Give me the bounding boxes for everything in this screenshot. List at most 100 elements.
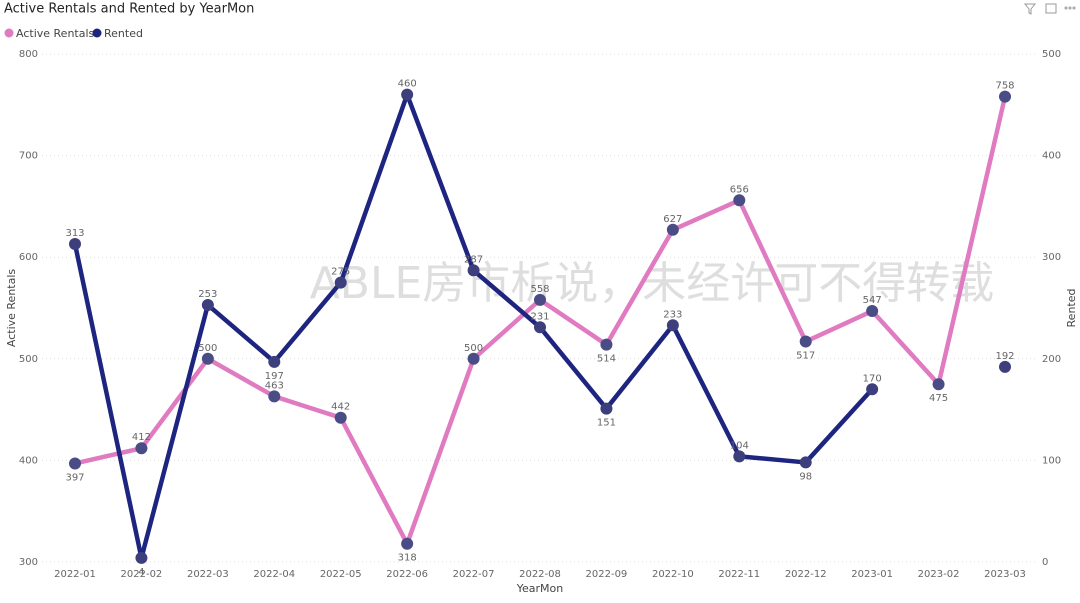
chart-title: Active Rentals and Rented by YearMon xyxy=(4,2,254,17)
x-tick-label: 2023-03 xyxy=(984,569,1026,580)
y2-tick-label: 500 xyxy=(1042,49,1061,60)
data-point xyxy=(866,305,879,318)
y-tick-label: 700 xyxy=(19,151,38,162)
header-icons xyxy=(1023,3,1076,15)
y2-tick-label: 300 xyxy=(1042,252,1061,263)
data-point xyxy=(334,276,347,289)
data-point xyxy=(135,551,148,564)
x-tick-label: 2022-07 xyxy=(453,569,495,580)
y-tick-label: 800 xyxy=(19,49,38,60)
x-tick-label: 2022-10 xyxy=(652,569,694,580)
data-point xyxy=(69,237,81,250)
data-label: 460 xyxy=(398,79,417,90)
data-point xyxy=(600,402,613,415)
data-label: 558 xyxy=(530,284,549,295)
x-tick-label: 2022-01 xyxy=(54,569,96,580)
data-point xyxy=(733,450,746,463)
data-point xyxy=(932,378,945,391)
x-tick-label: 2023-02 xyxy=(918,569,960,580)
data-label: 4 xyxy=(138,567,144,578)
x-tick-label: 2022-04 xyxy=(253,569,295,580)
data-point xyxy=(201,352,214,365)
filter-icon[interactable] xyxy=(1023,3,1037,15)
legend-label: Active Rentals xyxy=(16,27,95,40)
more-icon[interactable] xyxy=(1064,6,1068,10)
data-label: 514 xyxy=(597,354,616,365)
data-point xyxy=(534,293,546,306)
legend-swatch xyxy=(92,28,102,38)
y2-axis-title: Rented xyxy=(1065,289,1078,328)
data-point xyxy=(401,537,414,550)
data-label: 547 xyxy=(863,295,882,306)
data-point xyxy=(69,457,81,470)
data-label: 192 xyxy=(995,351,1014,362)
x-tick-label: 2022-12 xyxy=(785,569,827,580)
more-icon[interactable] xyxy=(1072,6,1076,10)
y2-tick-label: 200 xyxy=(1042,354,1061,365)
data-point xyxy=(467,264,480,277)
y2-tick-label: 0 xyxy=(1042,557,1048,568)
data-point xyxy=(799,335,812,348)
data-label: 500 xyxy=(198,343,217,354)
data-label: 104 xyxy=(730,440,749,451)
x-tick-label: 2022-02 xyxy=(121,569,163,580)
y-axis-title: Active Rentals xyxy=(5,269,18,348)
data-label: 318 xyxy=(398,553,417,564)
y-tick-label: 500 xyxy=(19,354,38,365)
legend-swatch xyxy=(4,28,14,38)
y-tick-label: 600 xyxy=(19,252,38,263)
data-point xyxy=(666,319,679,332)
data-point xyxy=(666,223,679,236)
data-label: 475 xyxy=(929,393,948,404)
data-label: 412 xyxy=(132,432,151,443)
y2-tick-label: 100 xyxy=(1042,455,1061,466)
x-tick-label: 2022-03 xyxy=(187,569,229,580)
data-label: 627 xyxy=(663,214,682,225)
x-tick-label: 2022-05 xyxy=(320,569,362,580)
y-tick-label: 300 xyxy=(19,557,38,568)
data-label: 442 xyxy=(331,402,350,413)
x-tick-label: 2022-11 xyxy=(718,569,760,580)
data-point xyxy=(534,321,546,334)
data-label: 313 xyxy=(65,228,84,239)
more-icon[interactable] xyxy=(1068,6,1072,10)
legend-label: Rented xyxy=(104,27,143,40)
data-point xyxy=(866,383,879,396)
x-tick-label: 2023-01 xyxy=(851,569,893,580)
x-tick-label: 2022-08 xyxy=(519,569,561,580)
data-label: 231 xyxy=(530,311,549,322)
data-point xyxy=(334,411,347,424)
data-label: 287 xyxy=(464,254,483,265)
data-label: 758 xyxy=(995,81,1014,92)
data-label: 275 xyxy=(331,267,350,278)
data-point xyxy=(600,338,613,351)
data-point xyxy=(999,90,1011,103)
data-point xyxy=(268,390,281,403)
data-point xyxy=(733,194,746,207)
data-point xyxy=(467,352,480,365)
x-tick-label: 2022-06 xyxy=(386,569,428,580)
y-tick-label: 400 xyxy=(19,455,38,466)
data-point xyxy=(799,456,812,469)
data-label: 98 xyxy=(799,471,812,482)
data-label: 656 xyxy=(730,184,749,195)
data-label: 233 xyxy=(663,309,682,320)
x-axis-title: YearMon xyxy=(516,582,564,595)
data-point xyxy=(201,298,214,311)
data-label: 253 xyxy=(198,289,217,300)
data-point xyxy=(135,442,148,455)
data-label: 397 xyxy=(65,472,84,483)
data-point xyxy=(401,88,414,101)
data-label: 463 xyxy=(265,380,284,391)
data-label: 197 xyxy=(265,371,284,382)
focus-icon[interactable] xyxy=(1045,3,1057,14)
data-label: 500 xyxy=(464,343,483,354)
data-point xyxy=(999,360,1011,373)
data-point xyxy=(268,355,281,368)
x-tick-label: 2022-09 xyxy=(586,569,628,580)
data-label: 151 xyxy=(597,418,616,429)
data-label: 517 xyxy=(796,351,815,362)
data-label: 170 xyxy=(863,373,882,384)
